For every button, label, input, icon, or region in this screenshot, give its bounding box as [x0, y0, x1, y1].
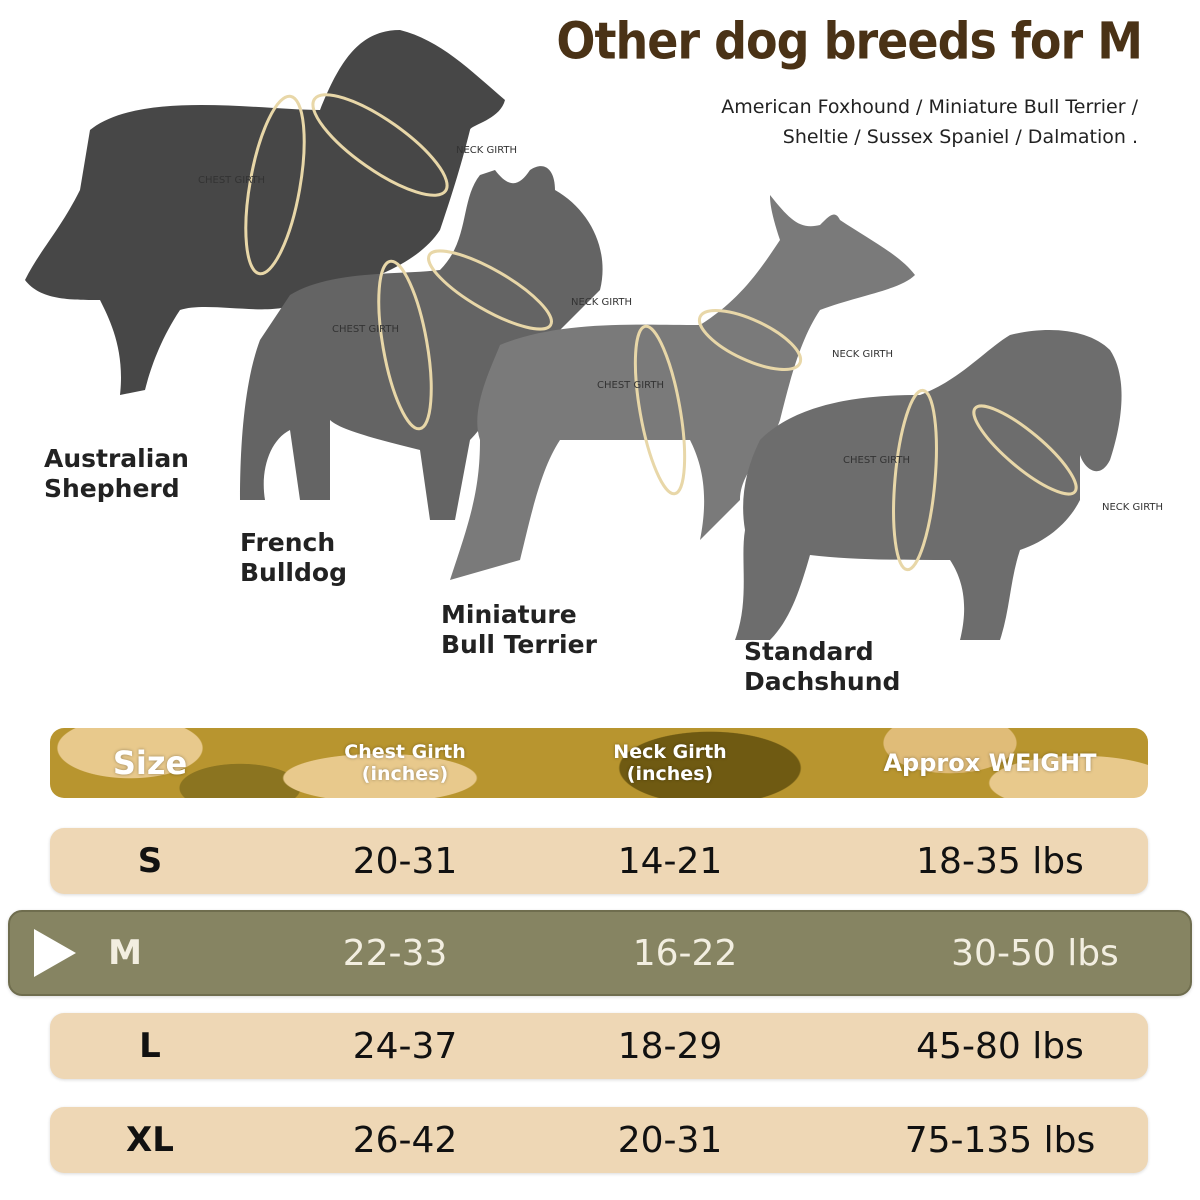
size-row-s: S 20-31 14-21 18-35 lbs — [50, 828, 1148, 894]
breed-label-line: Bull Terrier — [441, 630, 597, 659]
neck-girth-label: NECK GIRTH — [1102, 502, 1163, 513]
size-cell: S — [137, 841, 163, 881]
neck-girth-label: NECK GIRTH — [571, 297, 632, 308]
breed-list-line: American Foxhound / Miniature Bull Terri… — [721, 96, 1138, 118]
chest-cell: 20-31 — [352, 840, 458, 882]
breed-label-line: Miniature — [441, 600, 577, 629]
girth-labels: CHEST GIRTH NECK GIRTH CHEST GIRTH NECK … — [198, 145, 1163, 513]
australian-shepherd-silhouette — [25, 30, 505, 395]
chest-girth-label: CHEST GIRTH — [843, 455, 910, 466]
french-bulldog-silhouette — [240, 166, 603, 520]
size-cell: L — [139, 1026, 161, 1066]
breed-list: American Foxhound / Miniature Bull Terri… — [721, 92, 1138, 152]
chest-cell: 24-37 — [352, 1025, 458, 1067]
dog-illustrations: CHEST GIRTH NECK GIRTH CHEST GIRTH NECK … — [25, 30, 1163, 640]
neck-cell: 20-31 — [617, 1119, 723, 1161]
chest-girth-label: CHEST GIRTH — [332, 324, 399, 335]
harness-lines — [244, 93, 1078, 572]
size-cell: M — [108, 933, 142, 973]
chest-girth-label: CHEST GIRTH — [198, 175, 265, 186]
weight-cell: 45-80 lbs — [916, 1025, 1084, 1067]
breed-label-line: Shepherd — [44, 474, 180, 503]
header-line: Chest Girth — [344, 741, 466, 763]
header-neck-girth: Neck Girth (inches) — [585, 728, 755, 798]
breed-label-line: Dachshund — [744, 667, 901, 696]
size-row-l: L 24-37 18-29 45-80 lbs — [50, 1013, 1148, 1079]
breed-label-line: Standard — [744, 637, 874, 666]
miniature-bull-terrier-silhouette — [450, 195, 915, 580]
size-row-m-selected: M 22-33 16-22 30-50 lbs — [8, 910, 1192, 996]
play-arrow-icon — [34, 929, 76, 977]
header-line: Neck Girth — [613, 741, 727, 763]
neck-cell: 16-22 — [632, 932, 738, 974]
header-chest-girth: Chest Girth (inches) — [320, 728, 490, 798]
size-table-header: Size Chest Girth (inches) Neck Girth (inch… — [50, 728, 1148, 798]
breed-list-line: Sheltie / Sussex Spaniel / Dalmation . — [782, 126, 1138, 148]
size-cell: XL — [126, 1120, 174, 1160]
breed-label-standard-dachshund: Standard Dachshund — [744, 637, 900, 697]
chest-cell: 26-42 — [352, 1119, 458, 1161]
neck-girth-label: NECK GIRTH — [456, 145, 517, 156]
header-line: (inches) — [361, 763, 449, 785]
breed-label-australian-shepherd: Australian Shepherd — [44, 444, 189, 504]
weight-cell: 75-135 lbs — [904, 1119, 1096, 1161]
breed-label-line: Australian — [44, 444, 189, 473]
header-size: Size — [112, 744, 188, 782]
breed-label-line: French — [240, 528, 336, 557]
size-row-xl: XL 26-42 20-31 75-135 lbs — [50, 1107, 1148, 1173]
chest-cell: 22-33 — [342, 932, 448, 974]
page-title: Other dog breeds for M — [556, 11, 1143, 71]
neck-cell: 18-29 — [617, 1025, 723, 1067]
breed-label-miniature-bull-terrier: Miniature Bull Terrier — [441, 600, 597, 660]
breed-label-french-bulldog: French Bulldog — [240, 528, 347, 588]
weight-cell: 18-35 lbs — [916, 840, 1084, 882]
neck-girth-label: NECK GIRTH — [832, 349, 893, 360]
weight-cell: 30-50 lbs — [951, 932, 1119, 974]
header-line: (inches) — [626, 763, 714, 785]
standard-dachshund-silhouette — [735, 330, 1122, 640]
header-approx-weight: Approx WEIGHT — [883, 749, 1097, 777]
breed-label-line: Bulldog — [240, 558, 347, 587]
neck-cell: 14-21 — [617, 840, 723, 882]
chest-girth-label: CHEST GIRTH — [597, 380, 664, 391]
